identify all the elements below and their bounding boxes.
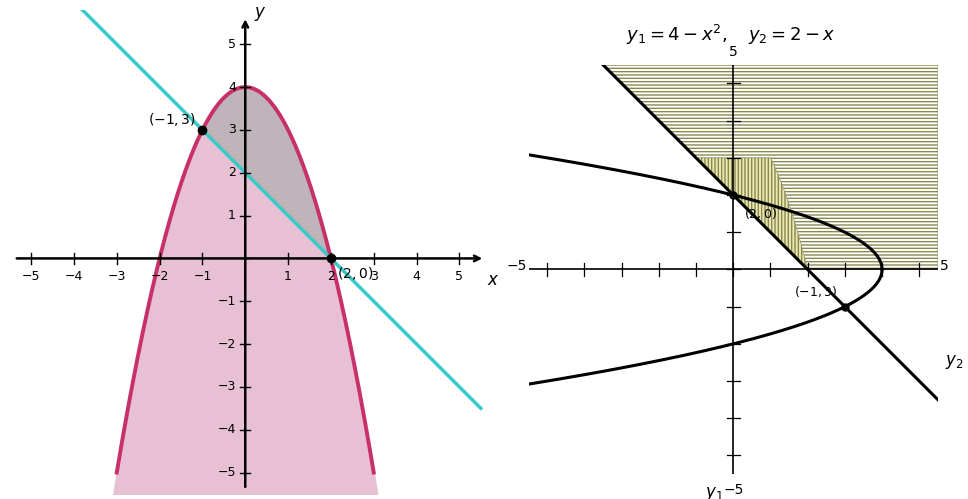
Text: −5: −5 bbox=[506, 259, 527, 273]
Text: 3: 3 bbox=[227, 123, 236, 136]
Text: $y_2$: $y_2$ bbox=[946, 353, 964, 371]
Text: −1: −1 bbox=[194, 270, 212, 283]
Text: $(2, 0)$: $(2, 0)$ bbox=[337, 265, 374, 282]
Text: −5: −5 bbox=[218, 466, 236, 479]
Text: 5: 5 bbox=[729, 45, 738, 59]
Text: 3: 3 bbox=[370, 270, 378, 283]
Text: $(2, 0)$: $(2, 0)$ bbox=[744, 206, 777, 221]
Text: 4: 4 bbox=[412, 270, 420, 283]
Text: −1: −1 bbox=[218, 295, 236, 308]
Text: $y_1$: $y_1$ bbox=[706, 485, 724, 499]
Text: −5: −5 bbox=[723, 484, 743, 498]
Text: 5: 5 bbox=[455, 270, 464, 283]
Text: −3: −3 bbox=[218, 380, 236, 393]
Text: −2: −2 bbox=[218, 338, 236, 351]
Text: $(−1, 3)$: $(−1, 3)$ bbox=[794, 284, 837, 299]
Text: 2: 2 bbox=[227, 166, 236, 179]
Text: $(−1, 3)$: $(−1, 3)$ bbox=[148, 111, 196, 128]
Text: $y$: $y$ bbox=[254, 5, 266, 23]
Text: 2: 2 bbox=[327, 270, 335, 283]
Text: −2: −2 bbox=[150, 270, 168, 283]
Text: 5: 5 bbox=[940, 259, 949, 273]
Text: −3: −3 bbox=[107, 270, 126, 283]
Text: 5: 5 bbox=[227, 38, 236, 51]
Text: $x$: $x$ bbox=[487, 271, 499, 289]
Text: 1: 1 bbox=[285, 270, 292, 283]
Text: 4: 4 bbox=[227, 81, 236, 94]
Text: −4: −4 bbox=[218, 423, 236, 436]
Text: −5: −5 bbox=[22, 270, 41, 283]
Text: 1: 1 bbox=[227, 209, 236, 222]
Text: $y_1 = 4 - x^2, \quad y_2 = 2 - x$: $y_1 = 4 - x^2, \quad y_2 = 2 - x$ bbox=[626, 23, 835, 47]
Text: −4: −4 bbox=[65, 270, 83, 283]
